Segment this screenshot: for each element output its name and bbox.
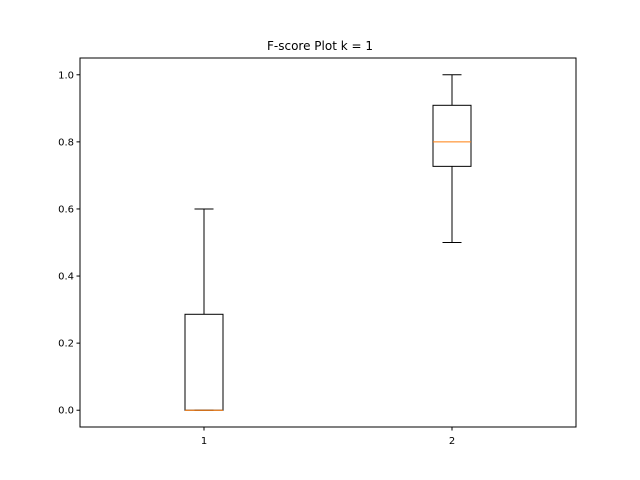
y-tick-label: 1.0	[58, 70, 74, 81]
x-tick-label: 1	[201, 436, 207, 447]
box-plot-1	[184, 208, 224, 411]
chart-title: F-score Plot k = 1	[267, 39, 373, 53]
y-tick-label: 0.6	[58, 204, 74, 215]
y-tick-label: 0.2	[58, 339, 74, 350]
box-iqr	[184, 313, 224, 411]
y-tick-label: 0.4	[58, 272, 74, 283]
y-axis: 0.0 0.2 0.4 0.6 0.8 1.0	[58, 70, 80, 417]
x-tick-label: 2	[449, 436, 455, 447]
plot-frame	[79, 57, 577, 428]
box-iqr	[432, 104, 472, 167]
y-tick-label: 0.8	[58, 137, 74, 148]
y-tick-label: 0.0	[58, 406, 74, 417]
boxes-group	[184, 74, 472, 411]
box-plot-2	[432, 74, 472, 243]
